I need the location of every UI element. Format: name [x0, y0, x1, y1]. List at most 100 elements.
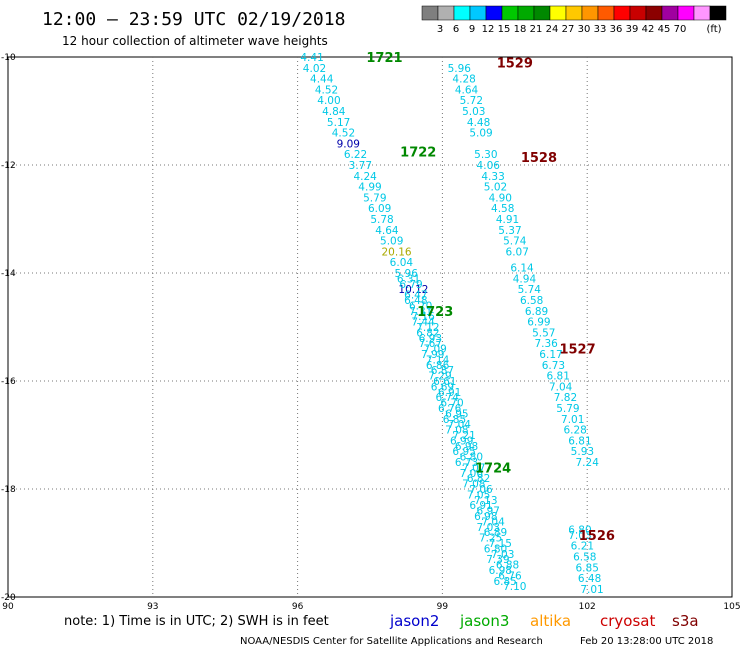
wave-height-value: 6.14: [510, 263, 534, 275]
wave-height-value: 7.01: [561, 414, 584, 426]
wave-height-value: 7.16: [411, 311, 435, 323]
wave-height-value: 6.85: [576, 562, 599, 574]
wave-height-value: 4.33: [481, 171, 504, 183]
track-label: 1529: [497, 56, 533, 71]
wave-height-value: 6.95: [452, 446, 475, 458]
colorbar-swatch: [533, 5, 551, 21]
satellite-legend-cryosat: cryosat: [600, 612, 655, 630]
colorbar-label: 42: [642, 24, 655, 35]
wave-height-value: 20.16: [382, 246, 412, 258]
wave-height-value: 4.48: [467, 117, 490, 129]
wave-height-value: 4.52: [332, 128, 355, 140]
colorbar-label: 39: [626, 24, 639, 35]
wave-height-value: 6.80: [568, 525, 591, 537]
colorbar-label: 27: [562, 24, 575, 35]
colorbar-swatch: [645, 5, 663, 21]
wave-height-value: 5.02: [484, 182, 507, 194]
colorbar-label: 33: [594, 24, 607, 35]
track-label: 1527: [559, 343, 595, 358]
wave-height-value: 6.89: [525, 306, 548, 318]
colorbar-label: 6: [453, 24, 459, 35]
wave-height-value: 6.88: [496, 560, 519, 572]
wave-height-value: 7.99: [421, 349, 444, 361]
satellite-legend-altika: altika: [530, 612, 571, 630]
track-1724: 1724: [475, 461, 511, 476]
wave-height-value: 6.85: [443, 414, 466, 426]
wave-height-value: 6.28: [563, 425, 586, 437]
timestamp-text: Feb 20 13:28:00 UTC 2018: [580, 636, 713, 647]
wave-height-value: 6.48: [578, 573, 601, 585]
footer: note: 1) Time is in UTC; 2) SWH is in fe…: [64, 612, 713, 647]
wave-height-value: 7.82: [554, 392, 577, 404]
wave-height-value: 4.91: [496, 214, 519, 226]
wave-height-value: 7.13: [474, 495, 497, 507]
wave-height-value: 6.98: [474, 511, 497, 523]
wave-height-value: 6.99: [450, 435, 473, 447]
wave-height-value: 4.64: [455, 84, 479, 96]
map-frame: [7, 56, 733, 598]
wave-height-value: 7.03: [568, 530, 591, 542]
colorbar-swatch: [581, 5, 599, 21]
colorbar-label: 24: [546, 24, 559, 35]
satellite-legend-jason2: jason2: [389, 612, 439, 630]
colorbar-label: 36: [610, 24, 623, 35]
wave-height-value: 6.79: [399, 279, 422, 291]
wave-height-value: 5.17: [327, 117, 350, 129]
colorbar-swatch: [549, 5, 567, 21]
lon-tick-label: 105: [723, 602, 740, 612]
colorbar-swatch: [453, 5, 471, 21]
lat-tick-label: -16: [1, 377, 16, 387]
wave-height-value: 5.72: [460, 95, 483, 107]
track-label: 1528: [521, 151, 557, 166]
wave-height-value: 5.37: [498, 225, 521, 237]
colorbar-swatch: [421, 5, 439, 21]
lon-tick-label: 102: [579, 602, 596, 612]
satellite-legend-jason3: jason3: [459, 612, 509, 630]
colorbar-swatch: [565, 5, 583, 21]
wave-height-value: 5.57: [532, 327, 555, 339]
wave-height-value: 7.08: [462, 479, 485, 491]
wave-height-value: 6.70: [440, 398, 463, 410]
satellite-tracks: 4.414.024.444.524.004.845.174.529.091721…: [300, 51, 615, 596]
wave-height-value: 6.76: [438, 403, 462, 415]
wave-height-value: 4.24: [353, 171, 377, 183]
wave-height-value: 10.12: [398, 284, 428, 296]
colorbar: 3 6 9 12 15 18 21 24 27 30 33 36 39 42 45 70 (ft): [421, 5, 727, 35]
lat-tick-label: -10: [1, 53, 16, 63]
lon-tick-label: 96: [292, 602, 304, 612]
wave-height-value: 5.74: [503, 236, 527, 248]
wave-height-value: 7.29: [428, 371, 451, 383]
colorbar-label: 12: [482, 24, 495, 35]
wave-height-value: 4.41: [300, 52, 323, 64]
track-label: 1723: [417, 305, 453, 320]
track-1722: 6.223.774.244.995.796.095.784.645.0920.1…: [344, 146, 517, 588]
wave-height-value: 3.77: [349, 160, 372, 172]
wave-height-value: 4.00: [317, 95, 340, 107]
wave-height-value: 6.17: [539, 349, 562, 361]
wave-height-value: 7.25: [479, 533, 502, 545]
wave-height-value: 6.80: [460, 452, 483, 464]
wave-height-value: 4.52: [315, 84, 338, 96]
wave-height-value: 7.10: [503, 581, 526, 593]
track-1723: 6.796.476.707.167.126.937.097.146.876.61…: [399, 279, 526, 593]
wave-height-value: 6.58: [520, 295, 543, 307]
wave-height-value: 6.86: [426, 360, 450, 372]
footer-note: note: 1) Time is in UTC; 2) SWH is in fe…: [64, 614, 329, 629]
wave-height-value: 7.12: [416, 322, 439, 334]
wave-height-value: 6.09: [368, 203, 391, 215]
colorbar-swatch: [709, 5, 727, 21]
lat-tick-label: -20: [1, 593, 16, 603]
wave-height-value: 6.85: [493, 576, 516, 588]
wave-height-value: 6.47: [404, 290, 427, 302]
wave-height-value: 7.44: [411, 317, 435, 329]
colorbar-swatch: [437, 5, 455, 21]
wave-height-value: 5.09: [469, 128, 492, 140]
wave-height-value: 7.04: [481, 516, 505, 528]
wave-height-value: 6.76: [498, 570, 522, 582]
wave-height-value: 4.94: [513, 273, 537, 285]
track-label: 1721: [366, 51, 402, 66]
wave-height-value: 5.79: [556, 403, 579, 415]
wave-height-value: 6.81: [547, 371, 570, 383]
